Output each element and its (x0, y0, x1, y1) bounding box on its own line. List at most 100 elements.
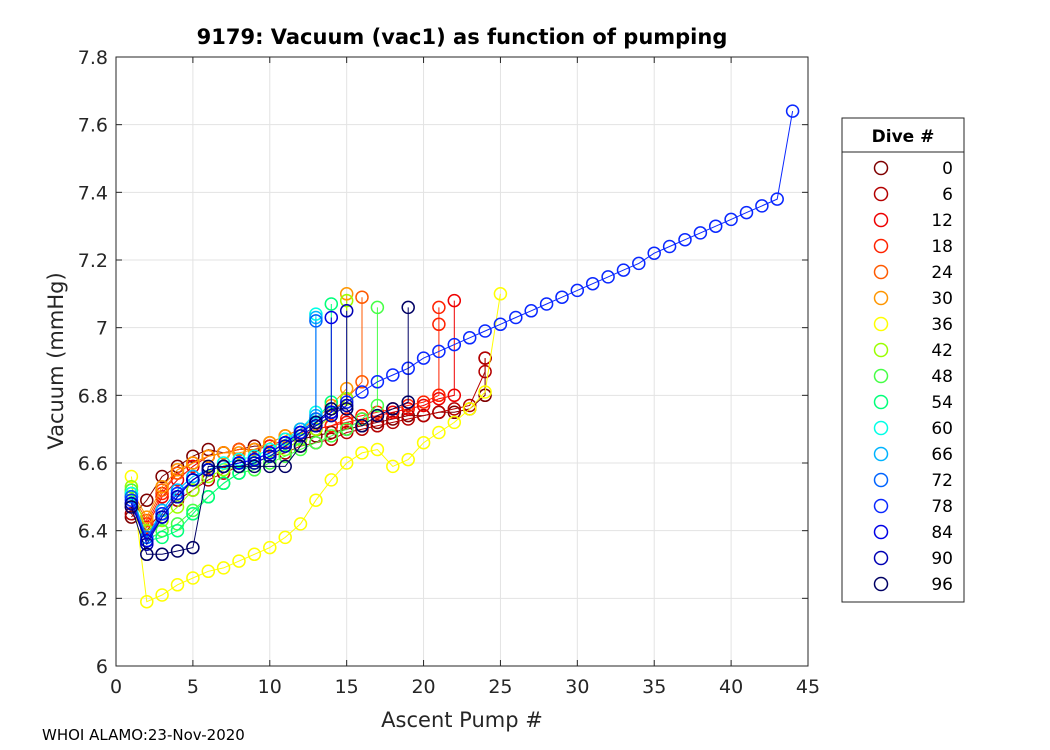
data-point (247, 547, 262, 562)
data-point (401, 452, 415, 467)
legend-items: 0 6 12 18 24 30 36 42 48 54 60 66 72 78 84 90 96 (873, 159, 953, 595)
legend-marker (873, 212, 889, 228)
legend: Dive # 0 6 12 18 24 30 36 42 48 54 60 66 72 78 84 90 96 (841, 117, 965, 603)
data-point (155, 588, 169, 602)
plot-area (116, 57, 808, 666)
legend-marker (873, 316, 889, 332)
data-point (386, 415, 400, 430)
data-point (632, 256, 646, 271)
legend-label: 66 (931, 445, 953, 465)
y-tick-label: 7.4 (78, 182, 108, 204)
data-point (324, 297, 339, 311)
data-point (278, 530, 292, 545)
legend-marker (873, 342, 889, 358)
data-point (447, 388, 462, 403)
y-tick-label: 6.8 (78, 385, 108, 407)
y-tick-label: 6.2 (78, 588, 108, 610)
footer-text: WHOI ALAMO:23-Nov-2020 (42, 726, 245, 744)
legend-item-dive-18: 18 (873, 237, 953, 257)
legend-marker (873, 446, 889, 462)
data-point (324, 419, 339, 433)
data-point (309, 314, 323, 328)
data-point (432, 300, 446, 315)
data-point (539, 297, 554, 311)
data-point (432, 425, 446, 440)
data-point (339, 287, 354, 301)
data-point (509, 310, 523, 325)
data-point (585, 276, 600, 291)
data-point (416, 398, 431, 413)
data-point (216, 446, 231, 460)
data-point (293, 422, 308, 436)
data-point (293, 517, 308, 531)
data-point (370, 300, 385, 315)
data-point (432, 405, 446, 420)
data-point (201, 449, 216, 463)
x-tick-label: 45 (796, 676, 820, 698)
data-point (339, 422, 354, 436)
data-point (370, 375, 385, 389)
data-point (293, 439, 308, 453)
legend-label: 60 (931, 419, 953, 439)
data-point (324, 408, 339, 423)
data-point (478, 351, 492, 365)
data-point (232, 459, 246, 474)
data-point (278, 446, 292, 460)
data-point (386, 459, 400, 474)
x-tick-label: 25 (488, 676, 512, 698)
data-point (324, 402, 339, 416)
data-point (170, 523, 185, 538)
data-point (478, 324, 492, 338)
data-point (186, 571, 200, 585)
data-point (140, 547, 154, 562)
legend-marker (873, 576, 889, 592)
data-point (616, 263, 631, 277)
data-point (124, 493, 139, 507)
x-axis-label: Ascent Pump # (381, 708, 543, 732)
data-point (647, 246, 661, 260)
legend-item-dive-96: 96 (873, 575, 953, 595)
data-point (170, 500, 185, 514)
data-point (309, 493, 323, 507)
data-point (401, 395, 415, 409)
legend-label: 72 (931, 471, 953, 491)
data-point (309, 429, 323, 443)
data-point (140, 493, 154, 507)
legend-item-dive-24: 24 (873, 263, 953, 283)
x-tick-label: 35 (642, 676, 666, 698)
y-tick-label: 7.6 (78, 115, 108, 137)
data-point (232, 442, 246, 457)
data-point (170, 544, 185, 558)
data-point (432, 388, 446, 403)
data-point (662, 239, 677, 254)
legend-label: 12 (931, 211, 953, 231)
data-point (339, 293, 354, 308)
data-point (232, 466, 246, 480)
data-point (447, 402, 462, 416)
legend-box (841, 117, 965, 603)
data-point (462, 331, 477, 345)
data-point (155, 469, 169, 484)
data-point (386, 402, 400, 416)
legend-marker (873, 238, 889, 254)
data-point (186, 456, 200, 470)
data-point (155, 523, 169, 538)
data-point (309, 435, 323, 450)
series-dive-90 (124, 304, 354, 551)
data-point (155, 479, 169, 494)
data-point (140, 594, 154, 609)
data-point (416, 351, 431, 365)
data-point (462, 398, 477, 413)
legend-item-dive-60: 60 (873, 419, 953, 439)
data-point (186, 503, 200, 518)
axis-ticks: 0 5 10 15 20 25 30 35 40 45 6 6.2 6.4 6.6 6.8 7 7.2 7.4 7.… (78, 47, 820, 698)
data-point (140, 510, 154, 524)
data-point (247, 442, 262, 457)
data-point (201, 442, 216, 457)
legend-label: 6 (942, 185, 953, 205)
data-point (247, 439, 262, 453)
data-point (170, 459, 185, 474)
legend-item-dive-84: 84 (873, 523, 953, 543)
data-point (724, 212, 738, 227)
y-tick-label: 6.6 (78, 453, 108, 475)
